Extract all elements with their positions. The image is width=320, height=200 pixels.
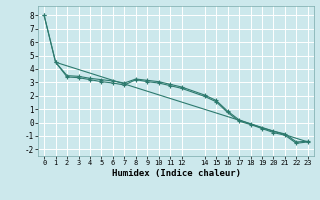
X-axis label: Humidex (Indice chaleur): Humidex (Indice chaleur) [111, 169, 241, 178]
